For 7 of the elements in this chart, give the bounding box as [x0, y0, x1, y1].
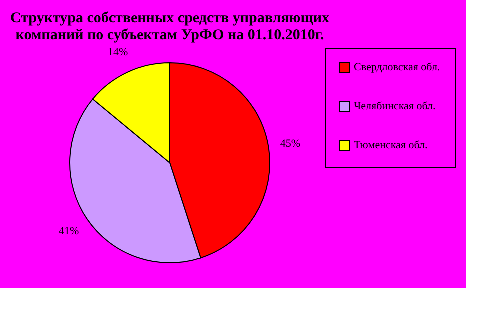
- legend-label: Тюменская обл.: [354, 140, 428, 152]
- data-label: 14%: [108, 46, 128, 59]
- data-label: 41%: [59, 226, 80, 238]
- data-label: 45%: [280, 138, 301, 150]
- chart-title: Структура собственных средств управляющих компаний по субъектам УрФО на 01.10.2010г.: [10, 10, 330, 44]
- legend-label: Свердловская обл.: [354, 62, 440, 74]
- legend-label: Челябинская обл.: [354, 100, 436, 112]
